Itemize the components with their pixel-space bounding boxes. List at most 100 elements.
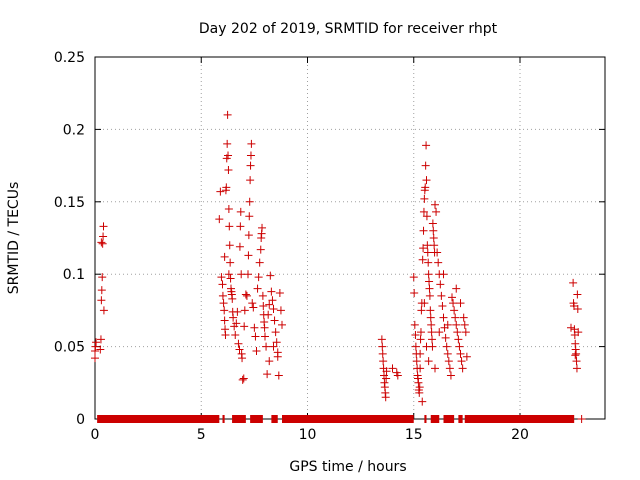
data-point bbox=[240, 306, 249, 315]
data-point bbox=[225, 241, 234, 250]
data-point bbox=[443, 320, 452, 329]
data-point bbox=[422, 342, 431, 351]
baseline-segment bbox=[424, 415, 427, 423]
data-point bbox=[456, 349, 465, 358]
y-axis-label: SRMTID / TECUs bbox=[6, 182, 22, 295]
data-point bbox=[235, 242, 244, 251]
data-point bbox=[415, 383, 424, 392]
data-point bbox=[220, 252, 229, 261]
data-point bbox=[255, 258, 264, 267]
data-point bbox=[263, 370, 272, 379]
data-point bbox=[419, 226, 428, 235]
data-point bbox=[446, 371, 455, 380]
data-point bbox=[256, 245, 265, 254]
data-point bbox=[98, 273, 107, 282]
data-point bbox=[96, 335, 105, 344]
data-point bbox=[91, 342, 100, 351]
data-point bbox=[220, 316, 229, 325]
y-tick-label: 0 bbox=[76, 412, 85, 428]
data-point bbox=[99, 222, 108, 231]
baseline-segment bbox=[458, 415, 463, 423]
data-point bbox=[254, 273, 263, 282]
data-point bbox=[393, 371, 402, 380]
data-point bbox=[244, 231, 253, 240]
data-point bbox=[458, 364, 467, 373]
data-point bbox=[258, 223, 267, 232]
data-point bbox=[270, 316, 279, 325]
data-point bbox=[420, 299, 429, 308]
data-point bbox=[450, 306, 459, 315]
data-point bbox=[438, 302, 447, 311]
baseline-segment bbox=[250, 415, 263, 423]
data-point bbox=[428, 335, 437, 344]
data-point bbox=[96, 345, 105, 354]
data-point bbox=[437, 291, 446, 300]
data-point bbox=[97, 296, 106, 305]
data-point bbox=[419, 244, 428, 253]
data-point bbox=[439, 313, 448, 322]
data-point bbox=[567, 323, 575, 332]
data-point bbox=[455, 342, 464, 351]
data-point bbox=[378, 349, 387, 358]
data-point bbox=[425, 291, 434, 300]
baseline-segment bbox=[97, 415, 220, 423]
data-point bbox=[232, 319, 241, 328]
data-point bbox=[420, 194, 429, 203]
data-point bbox=[246, 176, 255, 185]
data-point bbox=[237, 270, 246, 279]
y-tick-label: 0.15 bbox=[54, 195, 85, 211]
data-point bbox=[261, 332, 269, 341]
baseline-segment bbox=[282, 415, 414, 423]
data-point bbox=[239, 374, 248, 383]
data-point bbox=[98, 239, 107, 248]
data-point bbox=[218, 280, 227, 289]
data-point bbox=[422, 212, 431, 221]
data-point bbox=[97, 286, 106, 295]
x-tick-label: 20 bbox=[511, 427, 529, 443]
data-point bbox=[224, 205, 233, 214]
data-point bbox=[244, 270, 252, 279]
data-point bbox=[382, 374, 391, 383]
data-point bbox=[416, 349, 425, 358]
data-point bbox=[229, 313, 238, 322]
data-point bbox=[419, 207, 428, 216]
data-point bbox=[245, 197, 254, 206]
data-point bbox=[412, 357, 421, 366]
data-point bbox=[247, 139, 256, 148]
data-point bbox=[251, 332, 260, 341]
y-tick-label: 0.25 bbox=[54, 50, 85, 66]
data-point bbox=[456, 299, 465, 308]
baseline-segment bbox=[443, 415, 455, 423]
data-point bbox=[571, 351, 580, 360]
data-point bbox=[242, 291, 251, 300]
data-point bbox=[573, 304, 582, 313]
data-point bbox=[266, 271, 275, 280]
baseline-segment bbox=[232, 415, 246, 423]
data-point bbox=[278, 320, 286, 329]
data-point bbox=[234, 339, 243, 348]
data-point bbox=[431, 200, 439, 209]
baseline-segment bbox=[430, 415, 440, 423]
data-point bbox=[439, 270, 448, 279]
data-point bbox=[441, 333, 450, 342]
data-point bbox=[418, 255, 427, 264]
x-tick-label: 5 bbox=[197, 427, 206, 443]
data-point bbox=[259, 302, 268, 311]
data-point bbox=[92, 338, 101, 347]
data-point bbox=[241, 290, 250, 299]
data-point bbox=[451, 313, 460, 322]
data-point bbox=[416, 335, 425, 344]
data-point bbox=[448, 293, 456, 302]
data-point bbox=[244, 251, 253, 260]
data-point bbox=[265, 300, 274, 309]
data-point bbox=[381, 393, 390, 402]
data-point bbox=[226, 274, 235, 283]
y-tick-label: 0.1 bbox=[63, 267, 85, 283]
data-point bbox=[262, 342, 271, 351]
data-point bbox=[434, 258, 443, 267]
data-point bbox=[260, 323, 269, 332]
data-point bbox=[449, 299, 458, 308]
data-point bbox=[231, 331, 240, 340]
data-point bbox=[217, 273, 226, 282]
data-point bbox=[457, 357, 466, 366]
